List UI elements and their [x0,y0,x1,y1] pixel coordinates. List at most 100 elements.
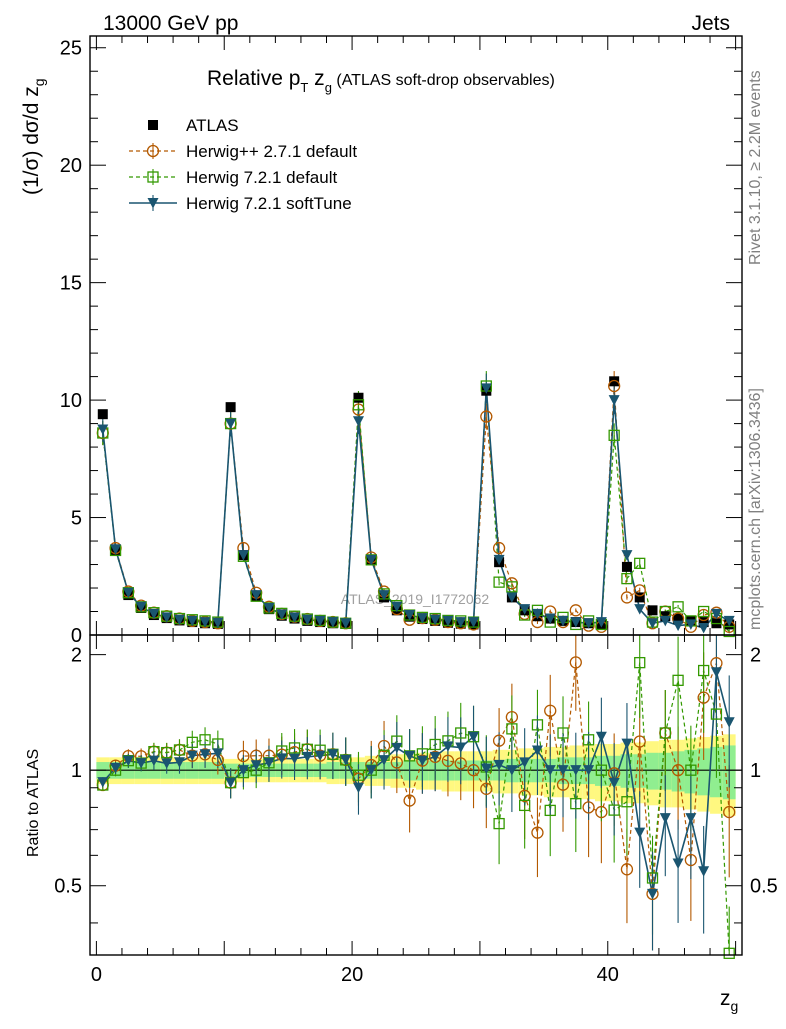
y-tick-label: 10 [60,390,82,412]
ratio-point [352,782,364,794]
data-point [301,614,313,626]
ratio-point [697,664,710,677]
data-point [672,601,684,613]
axes: 0 20 40 0 5 10 15 20 25 0.5 0.5 1 1 2 2 [54,35,778,986]
ratio-point [671,764,685,777]
ratio-tick-label-left: 0.5 [54,876,82,898]
ratio-y-axis-label: Ratio to ATLAS [25,749,42,857]
legend: ATLAS Herwig++ 2.7.1 default Herwig 7.2.1 … [129,116,357,213]
ratio-frame [89,634,743,956]
plot-title: Relative pT zg (ATLAS soft-drop observab… [207,67,555,95]
legend-marker [146,144,160,158]
data-point [493,554,505,566]
ratio-point [429,738,441,751]
data-point [289,612,301,623]
ratio-point [519,799,531,812]
x-tick-label: 40 [597,964,619,986]
y-tick-label: 15 [60,273,82,295]
data-point [135,601,147,613]
data-point [173,614,185,626]
data-point [544,613,556,625]
ratio-point [493,817,505,830]
ratio-point [186,750,198,762]
ratio-point [455,742,467,753]
data-point [429,614,441,626]
data-point [698,622,710,634]
data-point [327,617,339,628]
ratio-point [441,754,455,767]
data-point [391,601,403,613]
data-point [365,554,377,566]
legend-marker [147,171,159,183]
ratio-tick-label-right: 2 [750,645,761,667]
data-point [723,615,735,627]
ratio-point [237,749,250,763]
data-point [685,619,697,630]
ratio-point [391,742,403,754]
data-point [212,617,224,629]
ratio-point [404,750,416,762]
ratio-point [723,947,735,959]
data-point [493,576,505,588]
ratio-point [518,789,531,803]
ratio-point [161,746,173,759]
ratio-point [672,674,684,686]
data-point [634,592,645,603]
ratio-point [403,794,416,807]
ratio-point [647,888,659,900]
data-point [122,587,134,599]
data-point [276,609,288,620]
ratio-point [173,757,185,768]
data-point [710,608,722,620]
ratio-point [634,827,646,839]
header-left: 13000 GeV pp [103,12,238,35]
ratio-point [684,853,698,867]
data-point [340,618,352,629]
ratio-point [544,804,556,817]
data-point [442,615,454,627]
ratio-point [377,739,391,753]
ratio-point [454,757,467,770]
ratio-tick-label-right: 1 [750,760,761,782]
ratio-point [340,754,352,766]
ratio-point [608,778,620,789]
data-point [723,625,735,638]
ratio-tick-label-left: 1 [71,760,82,782]
ratio-point [621,796,633,808]
ratio-point [595,805,608,819]
ratio-point [237,765,249,776]
data-point [519,604,531,615]
ratio-point [110,762,122,774]
ratio-point [288,742,301,754]
ratio-point [314,750,326,762]
ratio-point [276,753,288,764]
data-point [647,618,659,629]
x-tick-label: 20 [341,964,363,986]
ratio-point [710,708,723,720]
rivet-label: Rivet 3.1.10, ≥ 2.2M events [747,70,764,265]
ratio-point [135,758,147,769]
data-point [621,550,633,561]
ratio-point [646,872,659,884]
x-axis-label: zg [720,987,738,1014]
legend-label: Herwig 7.2.1 softTune [186,194,352,213]
ratio-point [173,744,186,756]
ratio-point [710,667,722,678]
data-point [186,615,198,627]
data-point [634,557,646,570]
data-point [225,402,236,413]
data-point [557,615,569,627]
ratio-point [582,734,595,746]
ratio-point [442,741,454,752]
data-point [97,424,109,435]
data-point [225,418,237,430]
data-point [672,620,684,632]
ratio-point [697,691,710,704]
data-point [621,561,632,572]
data-point [621,572,633,585]
y-tick-label: 5 [71,508,82,530]
data-point [250,590,262,601]
ratio-point [698,866,710,877]
ratio-point [378,755,390,766]
